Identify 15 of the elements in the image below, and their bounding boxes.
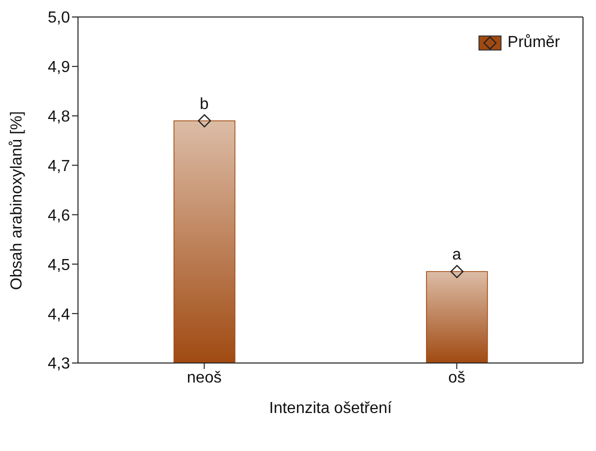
annotation: a xyxy=(452,246,462,264)
annotation: b xyxy=(200,96,209,113)
y-tick-label: 4,8 xyxy=(48,108,70,126)
y-tick-label: 4,9 xyxy=(48,59,70,76)
legend-label: Průměr xyxy=(506,34,560,52)
x-axis-title: Intenzita ošetření xyxy=(269,400,392,417)
y-tick-label: 5,0 xyxy=(48,10,70,27)
x-tick-label: oš xyxy=(448,369,466,386)
y-tick-label: 4,6 xyxy=(48,207,70,224)
y-tick-label: 4,4 xyxy=(48,306,70,324)
x-tick-label: neoš xyxy=(186,369,222,386)
y-axis-title: Obsah arabinoxylanů [%] xyxy=(8,111,26,290)
y-tick-label: 4,5 xyxy=(48,256,70,274)
y-tick-label: 4,7 xyxy=(48,158,70,175)
y-tick-label: 4,3 xyxy=(48,356,70,373)
